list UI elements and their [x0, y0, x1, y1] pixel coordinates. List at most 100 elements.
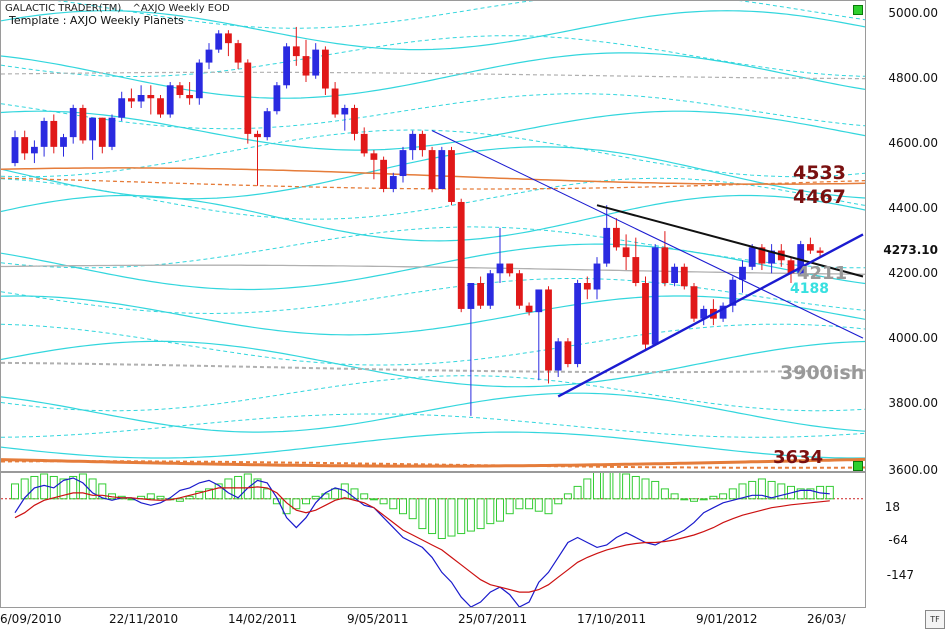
- price-label: 3800.00: [888, 396, 938, 410]
- date-label: 26/03/: [807, 612, 846, 626]
- histogram-bar: [69, 475, 78, 500]
- annotation-3900ish: 3900ish: [780, 362, 865, 384]
- bottom-right-marker[interactable]: [853, 461, 863, 471]
- candle-body: [118, 98, 126, 118]
- histogram-bar: [205, 488, 213, 500]
- candle-body: [89, 117, 96, 141]
- annotation-4188: 4188: [790, 281, 829, 297]
- histogram-bar: [670, 493, 679, 500]
- histogram-bar: [544, 498, 553, 515]
- histogram-bar: [156, 495, 165, 500]
- histogram-bar: [253, 478, 262, 500]
- candle-body: [380, 159, 387, 189]
- histogram-bar: [777, 483, 786, 500]
- planet-line-dashed: [1, 93, 865, 130]
- annotation-4533: 4533: [793, 162, 846, 184]
- candle-body: [263, 111, 271, 138]
- osc-line-red: [14, 486, 830, 593]
- candle-body: [50, 120, 58, 147]
- current-price-label: 4273.10: [883, 243, 938, 257]
- candle-body: [351, 107, 358, 134]
- histogram-bar: [699, 498, 708, 501]
- candle-body: [360, 133, 368, 154]
- candle-body: [31, 146, 38, 154]
- candle-body: [671, 266, 678, 283]
- candle-body: [283, 46, 290, 86]
- candle-body: [457, 201, 465, 309]
- histogram-bar: [11, 483, 19, 500]
- planet-line: [1, 110, 865, 151]
- tf-button[interactable]: TF: [925, 610, 945, 629]
- candle-body: [322, 49, 329, 89]
- planet-line-dashed: [1, 129, 865, 178]
- candle-body: [292, 46, 300, 57]
- candle-body: [11, 137, 19, 164]
- gray-line: [1, 264, 865, 275]
- histogram-bar: [680, 498, 689, 501]
- app-title: GALACTIC TRADER(TM): [5, 3, 122, 14]
- planet-line: [1, 194, 865, 242]
- oscillator-panel[interactable]: [0, 472, 866, 608]
- histogram-bar: [573, 485, 582, 500]
- planet-line-dashed: [1, 226, 865, 269]
- annotation-3634: 3634: [773, 447, 824, 468]
- top-right-marker[interactable]: [853, 5, 863, 15]
- planet-line-dashed: [57, 1, 865, 29]
- uptrend-line: [557, 233, 864, 398]
- candle-body: [273, 85, 281, 112]
- histogram-bar: [360, 493, 369, 500]
- candle-body: [389, 176, 397, 189]
- candle-body: [545, 289, 552, 371]
- price-label: 4400.00: [888, 201, 938, 215]
- candle-body: [370, 153, 378, 160]
- candle-body: [816, 250, 824, 253]
- histogram-bar: [738, 483, 747, 500]
- histogram-bar: [486, 498, 495, 525]
- annotation-4211: 4211: [797, 263, 848, 284]
- candle-body: [108, 117, 116, 147]
- histogram-bar: [292, 498, 301, 510]
- orange-bottom-line: [1, 457, 865, 468]
- histogram-bar: [515, 498, 524, 510]
- candle-body: [719, 305, 727, 319]
- histogram-bar: [612, 473, 621, 500]
- histogram-bar: [408, 498, 417, 520]
- osc-line-blue: [14, 477, 830, 607]
- histogram-bar: [49, 475, 58, 500]
- histogram-bar: [719, 493, 728, 500]
- price-label: 4800.00: [888, 71, 938, 85]
- date-label: 22/11/2010: [109, 612, 179, 626]
- candle-body: [137, 95, 145, 102]
- symbol-title: ^AXJO Weekly EOD: [132, 3, 230, 14]
- histogram-bar: [399, 498, 407, 515]
- candle-body: [632, 257, 640, 283]
- candle-body: [700, 308, 708, 319]
- candle-body: [477, 283, 484, 306]
- candle-body: [768, 250, 775, 264]
- candle-body: [807, 244, 814, 251]
- candle-body: [593, 263, 601, 290]
- histogram-bar: [224, 478, 233, 500]
- planet-line: [1, 10, 865, 51]
- histogram-bar: [631, 475, 640, 500]
- candle-body: [680, 266, 688, 287]
- histogram-bar: [331, 488, 340, 500]
- histogram-bar: [447, 498, 456, 537]
- candle-body: [419, 133, 426, 151]
- price-chart-panel[interactable]: GALACTIC TRADER(TM) ^AXJO Weekly EOD Tem…: [0, 0, 866, 472]
- candle-body: [341, 107, 349, 115]
- histogram-bar: [767, 480, 776, 500]
- candle-body: [583, 283, 591, 290]
- osc-label: -64: [888, 533, 908, 547]
- planet-line-dashed: [1, 177, 865, 220]
- candle-body: [176, 85, 184, 95]
- histogram-bar: [340, 483, 349, 500]
- candle-body: [564, 341, 572, 365]
- candle-body: [205, 49, 213, 63]
- histogram-bar: [651, 480, 660, 500]
- candle-body: [622, 247, 630, 258]
- histogram-bar: [796, 488, 805, 500]
- candle-body: [603, 227, 611, 264]
- candle-body: [613, 227, 620, 248]
